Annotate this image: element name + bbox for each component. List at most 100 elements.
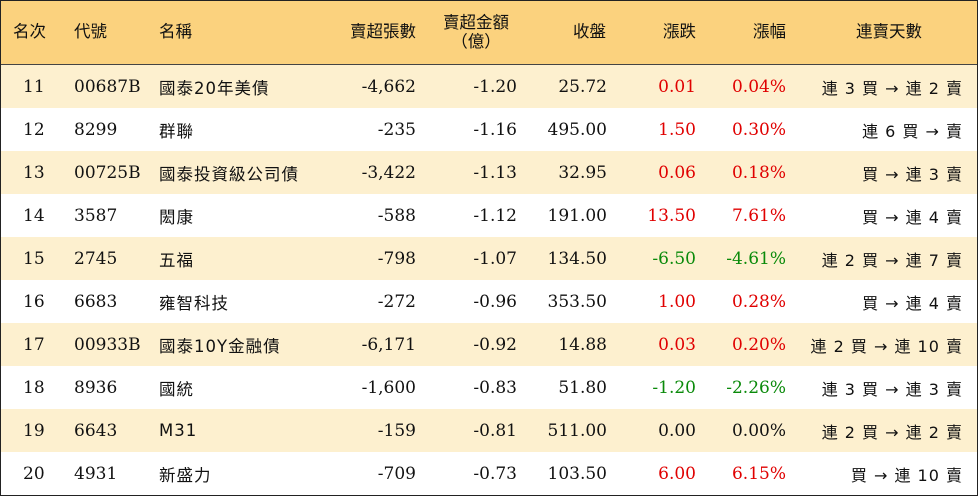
- shares-cell: -272: [377, 291, 416, 312]
- change-cell: -1.20: [652, 377, 696, 398]
- close-cell: 32.95: [558, 162, 607, 183]
- code-cell[interactable]: 8299: [74, 119, 118, 140]
- streak-cell: 買 → 連 4 賣: [862, 207, 963, 227]
- table-row[interactable]: 17 00933B 國泰10Y金融債 -6,171 -0.92 14.88 0.03 0.20…: [1, 323, 977, 366]
- name-cell[interactable]: 新盛力: [159, 465, 212, 485]
- rank-cell: 11: [23, 76, 45, 97]
- close-cell: 511.00: [547, 420, 607, 441]
- shares-cell: -4,662: [361, 76, 416, 97]
- change-cell: 13.50: [647, 205, 696, 226]
- rank-cell: 18: [23, 377, 45, 398]
- name-cell[interactable]: 國泰投資級公司債: [159, 164, 299, 184]
- table-row[interactable]: 20 4931 新盛力 -709 -0.73 103.50 6.00 6.15% 買 → 連 1…: [1, 452, 977, 495]
- code-cell[interactable]: 3587: [74, 205, 118, 226]
- amount-cell: -1.13: [473, 162, 517, 183]
- amount-cell: -0.81: [473, 420, 517, 441]
- table-row[interactable]: 13 00725B 國泰投資級公司債 -3,422 -1.13 32.95 0.06 0.18…: [1, 151, 977, 194]
- table-row[interactable]: 15 2745 五福 -798 -1.07 134.50 -6.50 -4.61% 連 2 買 …: [1, 237, 977, 280]
- change-pct-cell: 0.18%: [731, 162, 786, 183]
- header-net-sell-amount-unit: （億）: [451, 31, 501, 51]
- shares-cell: -709: [377, 463, 416, 484]
- change-pct-cell: -2.26%: [726, 377, 786, 398]
- change-cell: 1.00: [658, 291, 696, 312]
- amount-cell: -1.20: [473, 76, 517, 97]
- close-cell: 191.00: [547, 205, 607, 226]
- streak-cell: 連 3 買 → 連 3 賣: [821, 379, 963, 399]
- rank-cell: 13: [23, 162, 45, 183]
- streak-cell: 連 3 買 → 連 2 賣: [821, 78, 963, 98]
- change-pct-cell: 0.30%: [731, 119, 786, 140]
- name-cell[interactable]: 五福: [159, 250, 194, 270]
- code-cell[interactable]: 00725B: [74, 162, 141, 183]
- code-cell[interactable]: 4931: [74, 463, 118, 484]
- table-row[interactable]: 14 3587 閎康 -588 -1.12 191.00 13.50 7.61% 買 → 連 4…: [1, 194, 977, 237]
- close-cell: 14.88: [558, 334, 607, 355]
- change-pct-cell: -4.61%: [726, 248, 786, 269]
- close-cell: 353.50: [547, 291, 607, 312]
- header-code[interactable]: 代號: [74, 22, 107, 42]
- header-name[interactable]: 名稱: [159, 22, 192, 42]
- shares-cell: -6,171: [361, 334, 416, 355]
- code-cell[interactable]: 6683: [74, 291, 118, 312]
- rank-cell: 17: [23, 334, 45, 355]
- name-cell[interactable]: 國統: [159, 379, 194, 399]
- table-header: 名次 代號 名稱 賣超張數 賣超金額 （億） 收盤 漲跌 漲幅 連賣天數: [1, 1, 977, 65]
- header-close[interactable]: 收盤: [573, 22, 606, 42]
- change-cell: 6.00: [658, 463, 696, 484]
- change-pct-cell: 0.00%: [731, 420, 786, 441]
- amount-cell: -1.16: [473, 119, 517, 140]
- rank-cell: 15: [23, 248, 45, 269]
- name-cell[interactable]: 雍智科技: [159, 293, 229, 313]
- amount-cell: -0.92: [473, 334, 517, 355]
- table-row[interactable]: 12 8299 群聯 -235 -1.16 495.00 1.50 0.30% 連 6 買 → …: [1, 108, 977, 151]
- shares-cell: -3,422: [361, 162, 416, 183]
- table-row[interactable]: 16 6683 雍智科技 -272 -0.96 353.50 1.00 0.28% 買 → 連 …: [1, 280, 977, 323]
- table-row[interactable]: 11 00687B 國泰20年美債 -4,662 -1.20 25.72 0.01 0.04%…: [1, 65, 977, 108]
- header-rank[interactable]: 名次: [13, 22, 46, 42]
- change-pct-cell: 6.15%: [731, 463, 786, 484]
- rank-cell: 12: [23, 119, 45, 140]
- close-cell: 134.50: [547, 248, 607, 269]
- code-cell[interactable]: 8936: [74, 377, 118, 398]
- streak-cell: 買 → 連 3 賣: [862, 164, 963, 184]
- name-cell[interactable]: 群聯: [159, 121, 194, 141]
- header-net-sell-amount-label: 賣超金額: [443, 12, 509, 32]
- table-row[interactable]: 18 8936 國統 -1,600 -0.83 51.80 -1.20 -2.26% 連 3 買…: [1, 366, 977, 409]
- header-change[interactable]: 漲跌: [663, 22, 696, 42]
- code-cell[interactable]: 2745: [74, 248, 118, 269]
- change-pct-cell: 0.28%: [731, 291, 786, 312]
- rank-cell: 20: [23, 463, 45, 484]
- change-pct-cell: 7.61%: [731, 205, 786, 226]
- header-net-sell-amount[interactable]: 賣超金額 （億）: [426, 1, 526, 64]
- shares-cell: -159: [377, 420, 416, 441]
- name-cell[interactable]: 閎康: [159, 207, 194, 227]
- table-row[interactable]: 19 6643 M31 -159 -0.81 511.00 0.00 0.00% 連 2 買 →…: [1, 409, 977, 452]
- close-cell: 495.00: [547, 119, 607, 140]
- name-cell[interactable]: 國泰20年美債: [159, 78, 270, 98]
- code-cell[interactable]: 00933B: [74, 334, 141, 355]
- change-cell: 0.06: [658, 162, 696, 183]
- rank-cell: 19: [23, 420, 45, 441]
- rank-cell: 14: [23, 205, 45, 226]
- change-pct-cell: 0.20%: [731, 334, 786, 355]
- shares-cell: -798: [377, 248, 416, 269]
- streak-cell: 連 6 買 → 賣: [862, 121, 963, 141]
- close-cell: 51.80: [558, 377, 607, 398]
- header-net-sell-shares[interactable]: 賣超張數: [350, 22, 416, 42]
- streak-cell: 連 2 買 → 連 2 賣: [821, 422, 963, 442]
- amount-cell: -0.73: [473, 463, 517, 484]
- name-cell[interactable]: 國泰10Y金融債: [159, 336, 281, 356]
- shares-cell: -235: [377, 119, 416, 140]
- header-streak[interactable]: 連賣天數: [856, 22, 922, 42]
- name-cell[interactable]: M31: [159, 421, 198, 440]
- code-cell[interactable]: 6643: [74, 420, 118, 441]
- close-cell: 103.50: [547, 463, 607, 484]
- change-cell: 0.01: [658, 76, 696, 97]
- code-cell[interactable]: 00687B: [74, 76, 141, 97]
- streak-cell: 連 2 買 → 連 10 賣: [810, 336, 963, 356]
- streak-cell: 買 → 連 4 賣: [862, 293, 963, 313]
- header-change-pct[interactable]: 漲幅: [753, 22, 786, 42]
- amount-cell: -1.07: [473, 248, 517, 269]
- shares-cell: -1,600: [361, 377, 416, 398]
